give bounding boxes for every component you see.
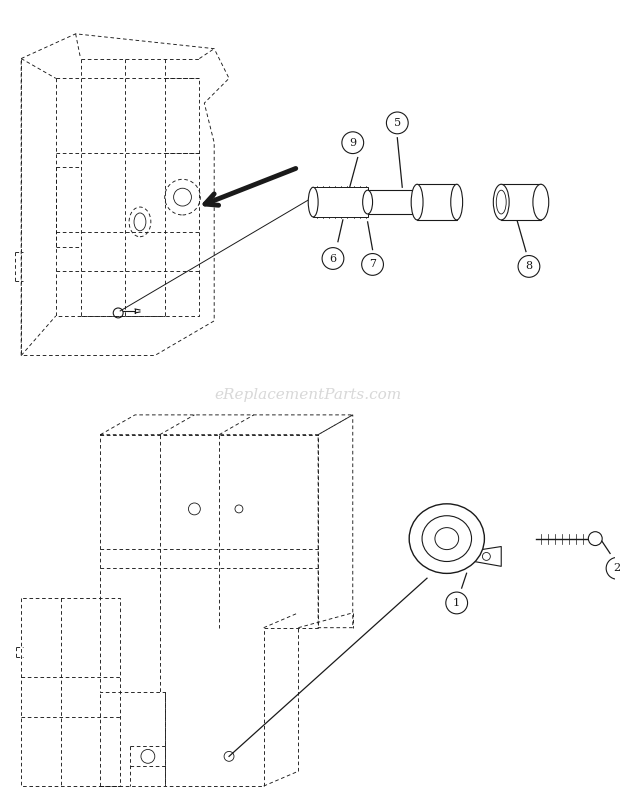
Ellipse shape — [308, 187, 318, 217]
Text: 1: 1 — [453, 598, 460, 608]
Bar — [417, 184, 457, 220]
Circle shape — [446, 592, 467, 614]
Circle shape — [606, 558, 620, 579]
Text: 8: 8 — [525, 262, 533, 271]
Bar — [501, 184, 541, 220]
Text: 5: 5 — [394, 118, 401, 128]
Ellipse shape — [363, 190, 373, 214]
Ellipse shape — [422, 516, 472, 562]
Circle shape — [322, 247, 344, 269]
Ellipse shape — [411, 184, 423, 220]
Circle shape — [386, 112, 408, 134]
Circle shape — [342, 132, 364, 154]
Ellipse shape — [451, 184, 463, 220]
Ellipse shape — [496, 190, 506, 214]
Text: 6: 6 — [329, 254, 337, 263]
Text: 7: 7 — [369, 259, 376, 269]
Circle shape — [588, 532, 602, 545]
Text: 2: 2 — [613, 563, 620, 574]
Ellipse shape — [494, 184, 509, 220]
Ellipse shape — [409, 504, 484, 574]
Ellipse shape — [435, 528, 459, 549]
Ellipse shape — [533, 184, 549, 220]
Ellipse shape — [412, 190, 422, 214]
Circle shape — [361, 254, 383, 276]
Text: 9: 9 — [349, 137, 356, 148]
Bar — [368, 190, 417, 214]
Bar — [313, 187, 368, 217]
Text: eReplacementParts.com: eReplacementParts.com — [215, 388, 402, 402]
Circle shape — [518, 255, 540, 277]
